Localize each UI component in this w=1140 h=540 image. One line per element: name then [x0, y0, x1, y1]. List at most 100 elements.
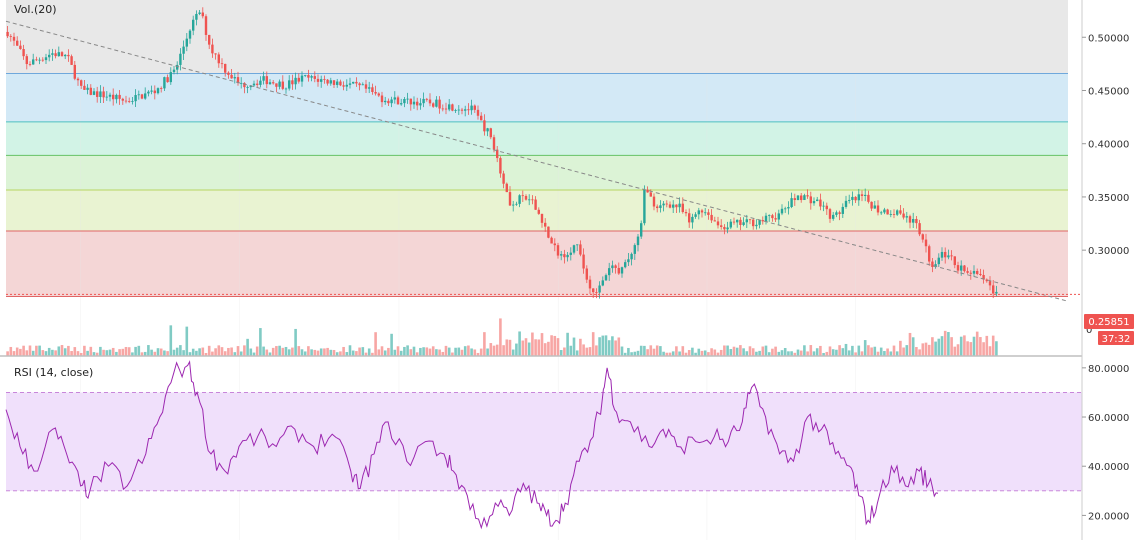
candle-body	[540, 213, 544, 223]
candle-body	[960, 265, 963, 271]
volume-bar	[220, 347, 224, 356]
volume-bar	[895, 351, 899, 356]
volume-bar	[492, 345, 496, 356]
volume-bar	[707, 352, 710, 356]
rsi-indicator-label[interactable]: RSI (14, close)	[14, 366, 93, 379]
volume-bar	[563, 347, 566, 356]
volume-bar	[668, 352, 672, 356]
candle-body	[364, 84, 368, 89]
candle-body	[608, 268, 611, 276]
price-tick-label: 0.45000	[1088, 86, 1129, 97]
candle-body	[761, 220, 764, 222]
candle-body	[588, 279, 592, 289]
volume-bar	[972, 336, 976, 356]
candle-body	[144, 93, 147, 99]
volume-bar	[646, 349, 649, 356]
candle-body	[38, 59, 41, 61]
volume-bar	[185, 326, 189, 356]
candle-body	[323, 79, 326, 80]
candle-body	[105, 96, 108, 98]
volume-bar	[719, 349, 723, 356]
volume-bar	[639, 345, 643, 356]
volume-bar	[700, 350, 704, 356]
volume-bar	[83, 345, 86, 356]
candle-body	[352, 81, 355, 84]
volume-bar	[44, 351, 48, 356]
countdown-badge	[1098, 331, 1134, 345]
volume-bar	[985, 335, 989, 356]
candle-body	[592, 288, 595, 293]
candle-body	[316, 78, 320, 82]
volume-bar	[387, 347, 390, 356]
candle-body	[326, 79, 329, 84]
volume-bar	[783, 348, 787, 356]
candle-body	[873, 205, 876, 209]
volume-bar	[319, 348, 323, 356]
candle-body	[339, 81, 342, 86]
candle-body	[518, 195, 521, 204]
volume-bar	[819, 345, 822, 356]
fib-zone	[6, 190, 1068, 231]
candle-body	[822, 205, 825, 207]
candle-body	[470, 105, 473, 111]
candle-body	[582, 254, 585, 269]
candle-body	[140, 94, 144, 99]
trendline[interactable]	[5, 20, 1069, 302]
volume-bar	[12, 351, 16, 356]
candle-body	[688, 213, 691, 223]
volume-bar	[687, 350, 691, 356]
volume-bar	[879, 347, 883, 356]
volume-indicator-label[interactable]: Vol.(20)	[14, 3, 57, 16]
volume-bar	[383, 350, 387, 356]
volume-bar	[111, 347, 115, 356]
price-axis[interactable]	[1082, 0, 1140, 540]
volume-bar	[780, 350, 784, 356]
candle-body	[924, 239, 928, 247]
volume-bar	[364, 352, 368, 356]
candle-body	[185, 38, 188, 47]
volume-bar	[230, 347, 233, 356]
volume-bar	[127, 347, 131, 356]
candle-body	[201, 12, 204, 17]
volume-bar	[195, 350, 198, 356]
candle-body	[720, 225, 723, 227]
volume-bar	[950, 337, 953, 356]
candle-body	[99, 91, 102, 97]
volume-bar	[287, 349, 291, 356]
candle-body	[486, 128, 489, 132]
volume-bar	[537, 339, 541, 356]
volume-bar	[278, 345, 281, 356]
volume-bar	[35, 345, 38, 356]
candle-body	[476, 109, 480, 116]
rsi-tick-label: 80.0000	[1088, 364, 1129, 375]
volume-bar	[483, 332, 486, 356]
volume-bar	[860, 351, 864, 356]
candle-body	[710, 214, 713, 221]
volume-bar	[412, 346, 416, 356]
candle-body	[620, 267, 624, 274]
candle-body	[108, 94, 112, 97]
candle-body	[336, 81, 339, 85]
volume-bar	[828, 346, 832, 356]
volume-bar	[617, 337, 621, 356]
candle-body	[812, 201, 816, 204]
volume-bar	[54, 350, 57, 356]
candle-body	[54, 53, 57, 57]
candle-body	[252, 83, 256, 86]
candle-body	[828, 209, 832, 219]
candle-body	[598, 285, 601, 293]
volume-bar	[447, 347, 451, 356]
volume-bar	[76, 351, 80, 356]
candle-body	[41, 59, 44, 61]
candle-body	[537, 209, 540, 214]
volume-bar	[99, 346, 102, 356]
volume-bar	[179, 345, 182, 356]
candle-body	[166, 77, 169, 83]
volume-bar	[403, 346, 406, 356]
candle-body	[966, 271, 969, 273]
volume-bar	[124, 346, 128, 356]
candle-body	[265, 76, 268, 85]
candle-body	[419, 103, 422, 106]
volume-bar	[108, 349, 112, 356]
